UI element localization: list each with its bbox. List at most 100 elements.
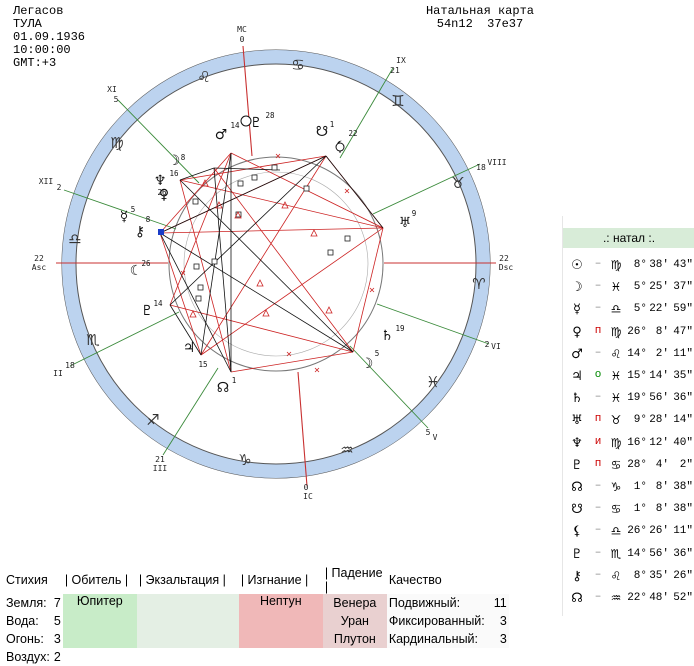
element-air-count: 2 bbox=[53, 650, 61, 664]
aspect-triangles bbox=[189, 179, 333, 318]
planet-symbol-icon: ☋ bbox=[571, 502, 583, 518]
aspect-crosses bbox=[180, 153, 375, 373]
planet-position: 16° 12' 40" bbox=[623, 437, 694, 449]
position-minutes: 8' bbox=[655, 481, 669, 493]
planet-status: о bbox=[594, 369, 602, 381]
planet-row: ☊ – ♑ 1° 8' 38" bbox=[563, 478, 694, 499]
zodiac-sign-icon: ♍ bbox=[610, 324, 622, 339]
mc-line bbox=[242, 45, 253, 157]
planet-row: ☊ – ♒ 22° 48' 52" bbox=[563, 589, 694, 610]
uranus-icon: ♅ bbox=[399, 215, 412, 231]
position-minutes: 8' bbox=[655, 325, 669, 338]
position-seconds: 59" bbox=[673, 303, 693, 316]
saturn-degree: 19 bbox=[395, 324, 404, 333]
planet-status: п bbox=[594, 413, 602, 426]
zodiac-sign-icon: ♓ bbox=[610, 280, 622, 295]
position-seconds: 36" bbox=[673, 392, 693, 405]
position-degrees: 16° bbox=[627, 436, 647, 449]
zodiac-glyphs: ♌ ♋ ♊ ♉ ♈ ♓ ♒ ♑ ♐ ♏ ♎ ♍ bbox=[68, 56, 485, 469]
element-air-label: Воздух: bbox=[6, 650, 50, 664]
position-seconds: 43" bbox=[673, 259, 693, 271]
birth-date: 01.09.1936 bbox=[13, 30, 86, 44]
aries-icon: ♈ bbox=[472, 275, 485, 293]
planet-position: 26° 8' 47" bbox=[623, 326, 694, 338]
mercury-icon: ☿ bbox=[120, 209, 129, 225]
fall-pluto: Плутон bbox=[333, 632, 376, 646]
house-viii-label: VIII bbox=[487, 158, 506, 167]
house-xii-label: XII bbox=[39, 177, 54, 186]
zodiac-sign-icon: ♎ bbox=[610, 302, 622, 317]
element-water-label: Вода: bbox=[6, 614, 39, 628]
element-earth-count: 7 bbox=[53, 596, 61, 610]
position-seconds: 14" bbox=[673, 414, 693, 427]
mode-fixed-count: 3 bbox=[486, 612, 509, 630]
element-earth-label: Земля: bbox=[6, 596, 47, 610]
house-iii-degree: 21 bbox=[155, 455, 165, 464]
position-minutes: 8' bbox=[655, 503, 669, 516]
position-seconds: 37" bbox=[673, 281, 693, 294]
planet-status: – bbox=[594, 524, 602, 537]
aspect-lines bbox=[158, 152, 384, 373]
person-name: Легасов bbox=[13, 4, 64, 18]
planet-row: ♆ и ♍ 16° 12' 40" bbox=[563, 434, 694, 455]
house-ic-degree: 0 bbox=[304, 483, 309, 492]
planet-position: 14° 56' 36" bbox=[623, 548, 694, 560]
planet-row: ⚸ – ♎ 26° 26' 11" bbox=[563, 522, 694, 543]
position-degrees: 19° bbox=[627, 392, 647, 405]
neptune-icon: ♆ bbox=[154, 173, 167, 189]
mars-icon: ♂ bbox=[215, 127, 228, 143]
planet-status: – bbox=[594, 391, 602, 404]
mode-cardinal-count: 3 bbox=[486, 630, 509, 648]
planet-row: ♀ п ♍ 26° 8' 47" bbox=[563, 323, 694, 344]
zodiac-sign-icon: ♋ bbox=[610, 502, 622, 517]
planet-symbol-icon: ☉ bbox=[571, 258, 583, 273]
north-node-icon: ☊ bbox=[217, 380, 229, 396]
house-iii-line bbox=[162, 367, 219, 456]
position-seconds: 26" bbox=[673, 569, 693, 582]
position-minutes: 48' bbox=[649, 592, 669, 604]
planet-row: ♄ – ♓ 19° 56' 36" bbox=[563, 389, 694, 410]
house-v-line bbox=[349, 345, 429, 429]
planet-status: – bbox=[594, 258, 602, 270]
position-degrees: 15° bbox=[627, 370, 647, 382]
planet-status: – bbox=[594, 568, 602, 581]
mode-mutable-label: Подвижный: bbox=[386, 594, 487, 612]
zodiac-sign-icon: ♒ bbox=[610, 591, 622, 605]
house-xi-line bbox=[117, 99, 200, 184]
sun-degree: 8 bbox=[146, 215, 151, 224]
house-ic-label: IC bbox=[303, 492, 313, 501]
planet-symbol-icon: ⚸ bbox=[572, 524, 582, 540]
north-node-degree: 1 bbox=[232, 376, 237, 385]
zodiac-sign-icon: ♉ bbox=[610, 413, 622, 428]
planet-position: 9° 28' 14" bbox=[623, 414, 694, 426]
position-minutes: 28' bbox=[649, 414, 669, 427]
house-v-label: V bbox=[433, 433, 438, 442]
mode-fixed-label: Фиксированный: bbox=[386, 612, 487, 630]
house-vi-line bbox=[376, 303, 490, 345]
planet-status: – bbox=[594, 480, 602, 492]
planet-status: п bbox=[594, 457, 602, 470]
planet-row: ♇ п ♋ 28° 4' 2" bbox=[563, 456, 694, 477]
planet-status: п bbox=[594, 324, 602, 337]
house-dsc-label: Dsc bbox=[499, 263, 514, 272]
pluto-degree: 28 bbox=[265, 111, 275, 120]
position-seconds: 36" bbox=[673, 547, 693, 560]
chiron-icon: ⚷ bbox=[135, 224, 145, 240]
position-degrees: 5° bbox=[633, 281, 647, 294]
position-degrees: 26° bbox=[627, 525, 647, 538]
planet-position: 8° 35' 26" bbox=[623, 570, 694, 582]
planet-status: – bbox=[594, 591, 602, 603]
planet-position: 5° 22' 59" bbox=[623, 303, 694, 315]
chart-planets: ♂ ♇ ☋ ⚸ ☽ ♆ ♀ ☿ ⚷ ☾ ♇ ♃ ☊ ♅ ♄ ☽ bbox=[120, 115, 412, 396]
position-minutes: 38' bbox=[649, 259, 669, 271]
position-seconds: 38" bbox=[673, 503, 693, 516]
natal-title: .: натал :. bbox=[563, 228, 694, 248]
position-minutes: 2' bbox=[655, 347, 669, 360]
zodiac-sign-icon: ♎ bbox=[610, 524, 622, 539]
planet-status: – bbox=[594, 502, 602, 515]
planet-symbol-icon: ♅ bbox=[571, 413, 583, 429]
chart-header-left: Легасов ТУЛА 01.09.1936 10:00:00 GMT:+3 bbox=[13, 5, 85, 70]
house-ix-line bbox=[339, 67, 394, 159]
planet-position: 28° 4' 2" bbox=[623, 459, 694, 471]
planet-symbol-icon: ♆ bbox=[571, 435, 583, 451]
